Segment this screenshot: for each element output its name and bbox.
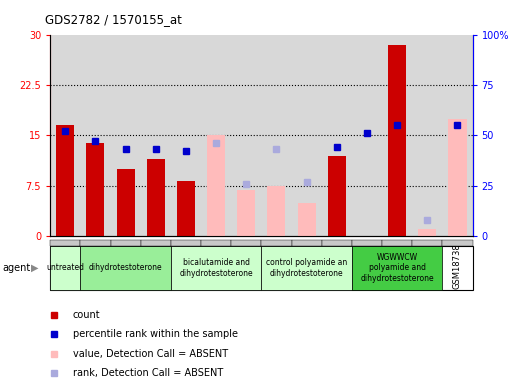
Text: dihydrotestoterone: dihydrotestoterone [89, 263, 163, 272]
Bar [117, 169, 135, 236]
Text: count: count [73, 310, 100, 320]
Bar [328, 156, 346, 236]
FancyBboxPatch shape [50, 240, 80, 246]
FancyBboxPatch shape [140, 240, 171, 246]
FancyBboxPatch shape [352, 240, 382, 246]
Text: ▶: ▶ [31, 263, 38, 273]
Text: control polyamide an
dihydrotestoterone: control polyamide an dihydrotestoterone [266, 258, 347, 278]
Text: untreated: untreated [46, 263, 84, 272]
Text: WGWWCW
polyamide and
dihydrotestoterone: WGWWCW polyamide and dihydrotestoterone [360, 253, 434, 283]
FancyBboxPatch shape [80, 246, 171, 290]
FancyBboxPatch shape [352, 246, 442, 290]
Bar [147, 159, 165, 236]
FancyBboxPatch shape [80, 240, 110, 246]
Text: GDS2782 / 1570155_at: GDS2782 / 1570155_at [45, 13, 182, 26]
Bar [237, 190, 256, 236]
Text: percentile rank within the sample: percentile rank within the sample [73, 329, 238, 339]
FancyBboxPatch shape [201, 240, 231, 246]
Text: bicalutamide and
dihydrotestoterone: bicalutamide and dihydrotestoterone [180, 258, 253, 278]
Bar [298, 203, 316, 236]
FancyBboxPatch shape [171, 240, 201, 246]
Bar [448, 119, 467, 236]
Bar [388, 45, 406, 236]
Text: rank, Detection Call = ABSENT: rank, Detection Call = ABSENT [73, 368, 223, 378]
Text: agent: agent [3, 263, 31, 273]
Bar [177, 181, 195, 236]
FancyBboxPatch shape [442, 240, 473, 246]
FancyBboxPatch shape [261, 240, 291, 246]
FancyBboxPatch shape [382, 240, 412, 246]
FancyBboxPatch shape [261, 246, 352, 290]
FancyBboxPatch shape [231, 240, 261, 246]
Bar [87, 144, 105, 236]
Bar [418, 230, 436, 236]
Bar [207, 136, 225, 236]
FancyBboxPatch shape [412, 240, 442, 246]
FancyBboxPatch shape [50, 246, 80, 290]
Text: value, Detection Call = ABSENT: value, Detection Call = ABSENT [73, 349, 228, 359]
Bar [267, 186, 286, 236]
FancyBboxPatch shape [322, 240, 352, 246]
FancyBboxPatch shape [171, 246, 261, 290]
Bar [56, 125, 74, 236]
FancyBboxPatch shape [291, 240, 322, 246]
FancyBboxPatch shape [110, 240, 140, 246]
